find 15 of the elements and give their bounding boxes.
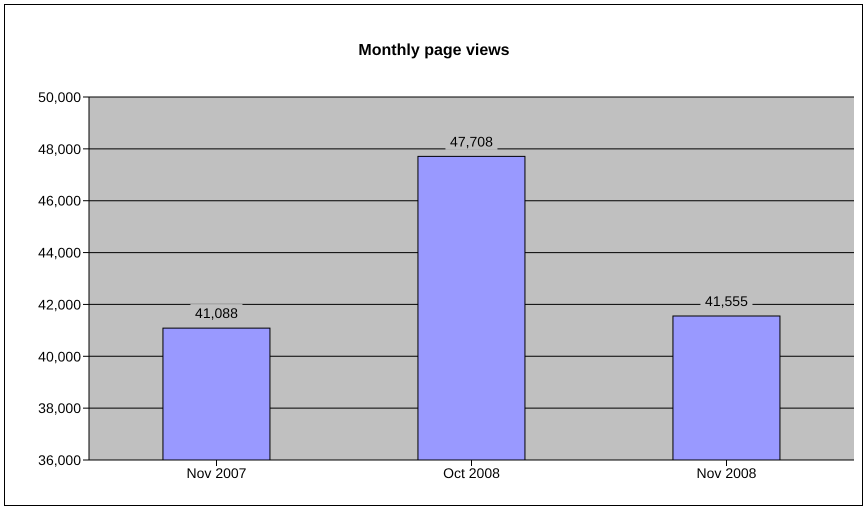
y-tick-label: 40,000	[38, 348, 82, 364]
data-label: 47,708	[450, 133, 494, 150]
x-tick-label: Nov 2007	[186, 464, 247, 481]
y-tick-label: 46,000	[38, 192, 82, 209]
x-tick-label: Nov 2008	[696, 464, 757, 481]
y-tick-label: 44,000	[38, 244, 82, 261]
y-tick-label: 36,000	[38, 452, 82, 468]
y-tick-label: 50,000	[38, 88, 82, 105]
y-tick-label: 38,000	[38, 400, 82, 416]
data-label: 41,088	[195, 305, 238, 322]
x-tick-label: Oct 2008	[443, 464, 500, 481]
chart-title: Monthly page views	[357, 42, 511, 60]
data-label: 41,555	[705, 292, 748, 309]
y-tick-label: 48,000	[38, 140, 82, 157]
y-tick-label: 42,000	[38, 296, 82, 312]
